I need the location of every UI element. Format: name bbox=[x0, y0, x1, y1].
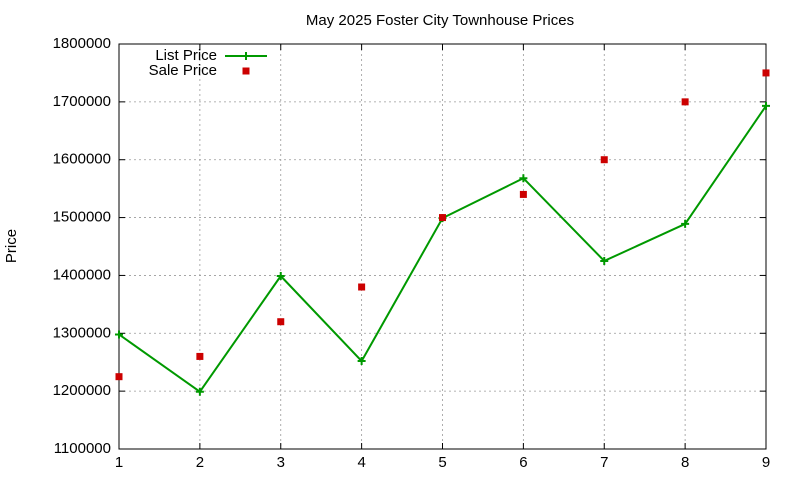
chart-title: May 2025 Foster City Townhouse Prices bbox=[306, 12, 574, 29]
data-point bbox=[681, 98, 689, 106]
x-tick-label: 5 bbox=[438, 454, 446, 471]
x-tick-label: 8 bbox=[681, 454, 689, 471]
x-tick-label: 4 bbox=[357, 454, 365, 471]
data-point bbox=[276, 272, 285, 281]
x-tick-label: 1 bbox=[115, 454, 123, 471]
y-tick-label: 1100000 bbox=[54, 440, 111, 457]
legend-marker bbox=[242, 52, 250, 60]
data-point bbox=[762, 69, 770, 77]
data-point bbox=[115, 330, 123, 339]
data-point bbox=[519, 190, 527, 198]
data-point bbox=[600, 156, 608, 164]
data-point bbox=[277, 318, 285, 326]
data-point bbox=[195, 387, 204, 396]
legend-marker bbox=[242, 67, 250, 75]
y-axis-label: Price bbox=[3, 229, 20, 263]
data-point bbox=[439, 214, 446, 222]
data-point bbox=[600, 256, 609, 265]
x-tick-label: 2 bbox=[196, 454, 204, 471]
legend-label: List Price bbox=[155, 47, 217, 64]
data-point bbox=[357, 357, 366, 366]
data-point bbox=[762, 101, 770, 110]
x-tick-label: 9 bbox=[762, 454, 770, 471]
y-tick-label: 1200000 bbox=[53, 382, 111, 399]
data-point bbox=[196, 352, 204, 360]
x-tick-label: 6 bbox=[519, 454, 527, 471]
x-tick-label: 7 bbox=[600, 454, 608, 471]
y-tick-label: 1700000 bbox=[53, 93, 111, 110]
data-point bbox=[115, 373, 123, 381]
y-tick-label: 1400000 bbox=[53, 266, 111, 283]
x-tick-label: 3 bbox=[277, 454, 285, 471]
legend-label: Sale Price bbox=[149, 62, 217, 79]
y-tick-label: 1800000 bbox=[53, 35, 111, 52]
y-tick-label: 1500000 bbox=[53, 209, 111, 226]
data-point bbox=[681, 219, 690, 228]
y-tick-label: 1600000 bbox=[53, 151, 111, 168]
data-point bbox=[519, 174, 528, 183]
y-tick-label: 1300000 bbox=[53, 324, 111, 341]
plot-frame bbox=[118, 43, 767, 450]
series-line bbox=[118, 105, 767, 394]
data-point bbox=[358, 283, 366, 291]
